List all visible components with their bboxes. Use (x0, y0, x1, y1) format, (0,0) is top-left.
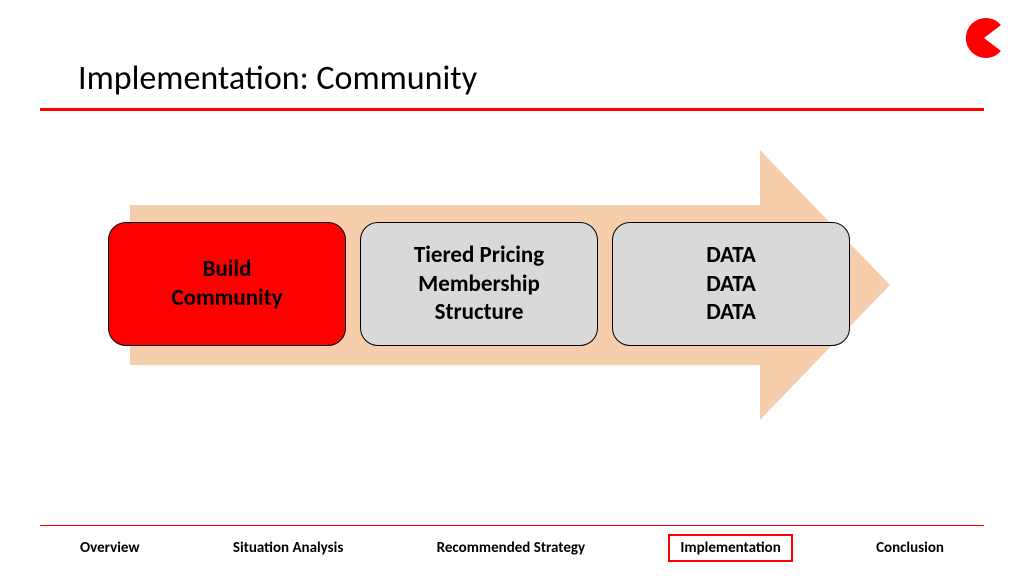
process-box-build-community: BuildCommunity (108, 222, 346, 346)
process-box-tiered-pricing: Tiered PricingMembershipStructure (360, 222, 598, 346)
page-title: Implementation: Community (78, 58, 477, 99)
process-box-label: Tiered PricingMembershipStructure (414, 241, 544, 327)
footer-nav: Overview Situation Analysis Recommended … (70, 534, 954, 562)
logo-icon (964, 18, 1004, 58)
nav-conclusion[interactable]: Conclusion (866, 536, 954, 560)
process-box-label: BuildCommunity (171, 255, 282, 313)
footer-divider (40, 525, 984, 527)
process-arrow-diagram: BuildCommunity Tiered PricingMembershipS… (120, 150, 890, 420)
title-underline (40, 108, 984, 111)
process-boxes-row: BuildCommunity Tiered PricingMembershipS… (108, 222, 850, 346)
nav-implementation[interactable]: Implementation (668, 534, 792, 562)
nav-situation-analysis[interactable]: Situation Analysis (223, 536, 353, 560)
process-box-data: DATADATADATA (612, 222, 850, 346)
process-box-label: DATADATADATA (706, 241, 756, 327)
pacman-shape (966, 18, 1001, 58)
nav-recommended-strategy[interactable]: Recommended Strategy (427, 536, 595, 560)
nav-overview[interactable]: Overview (70, 536, 150, 560)
